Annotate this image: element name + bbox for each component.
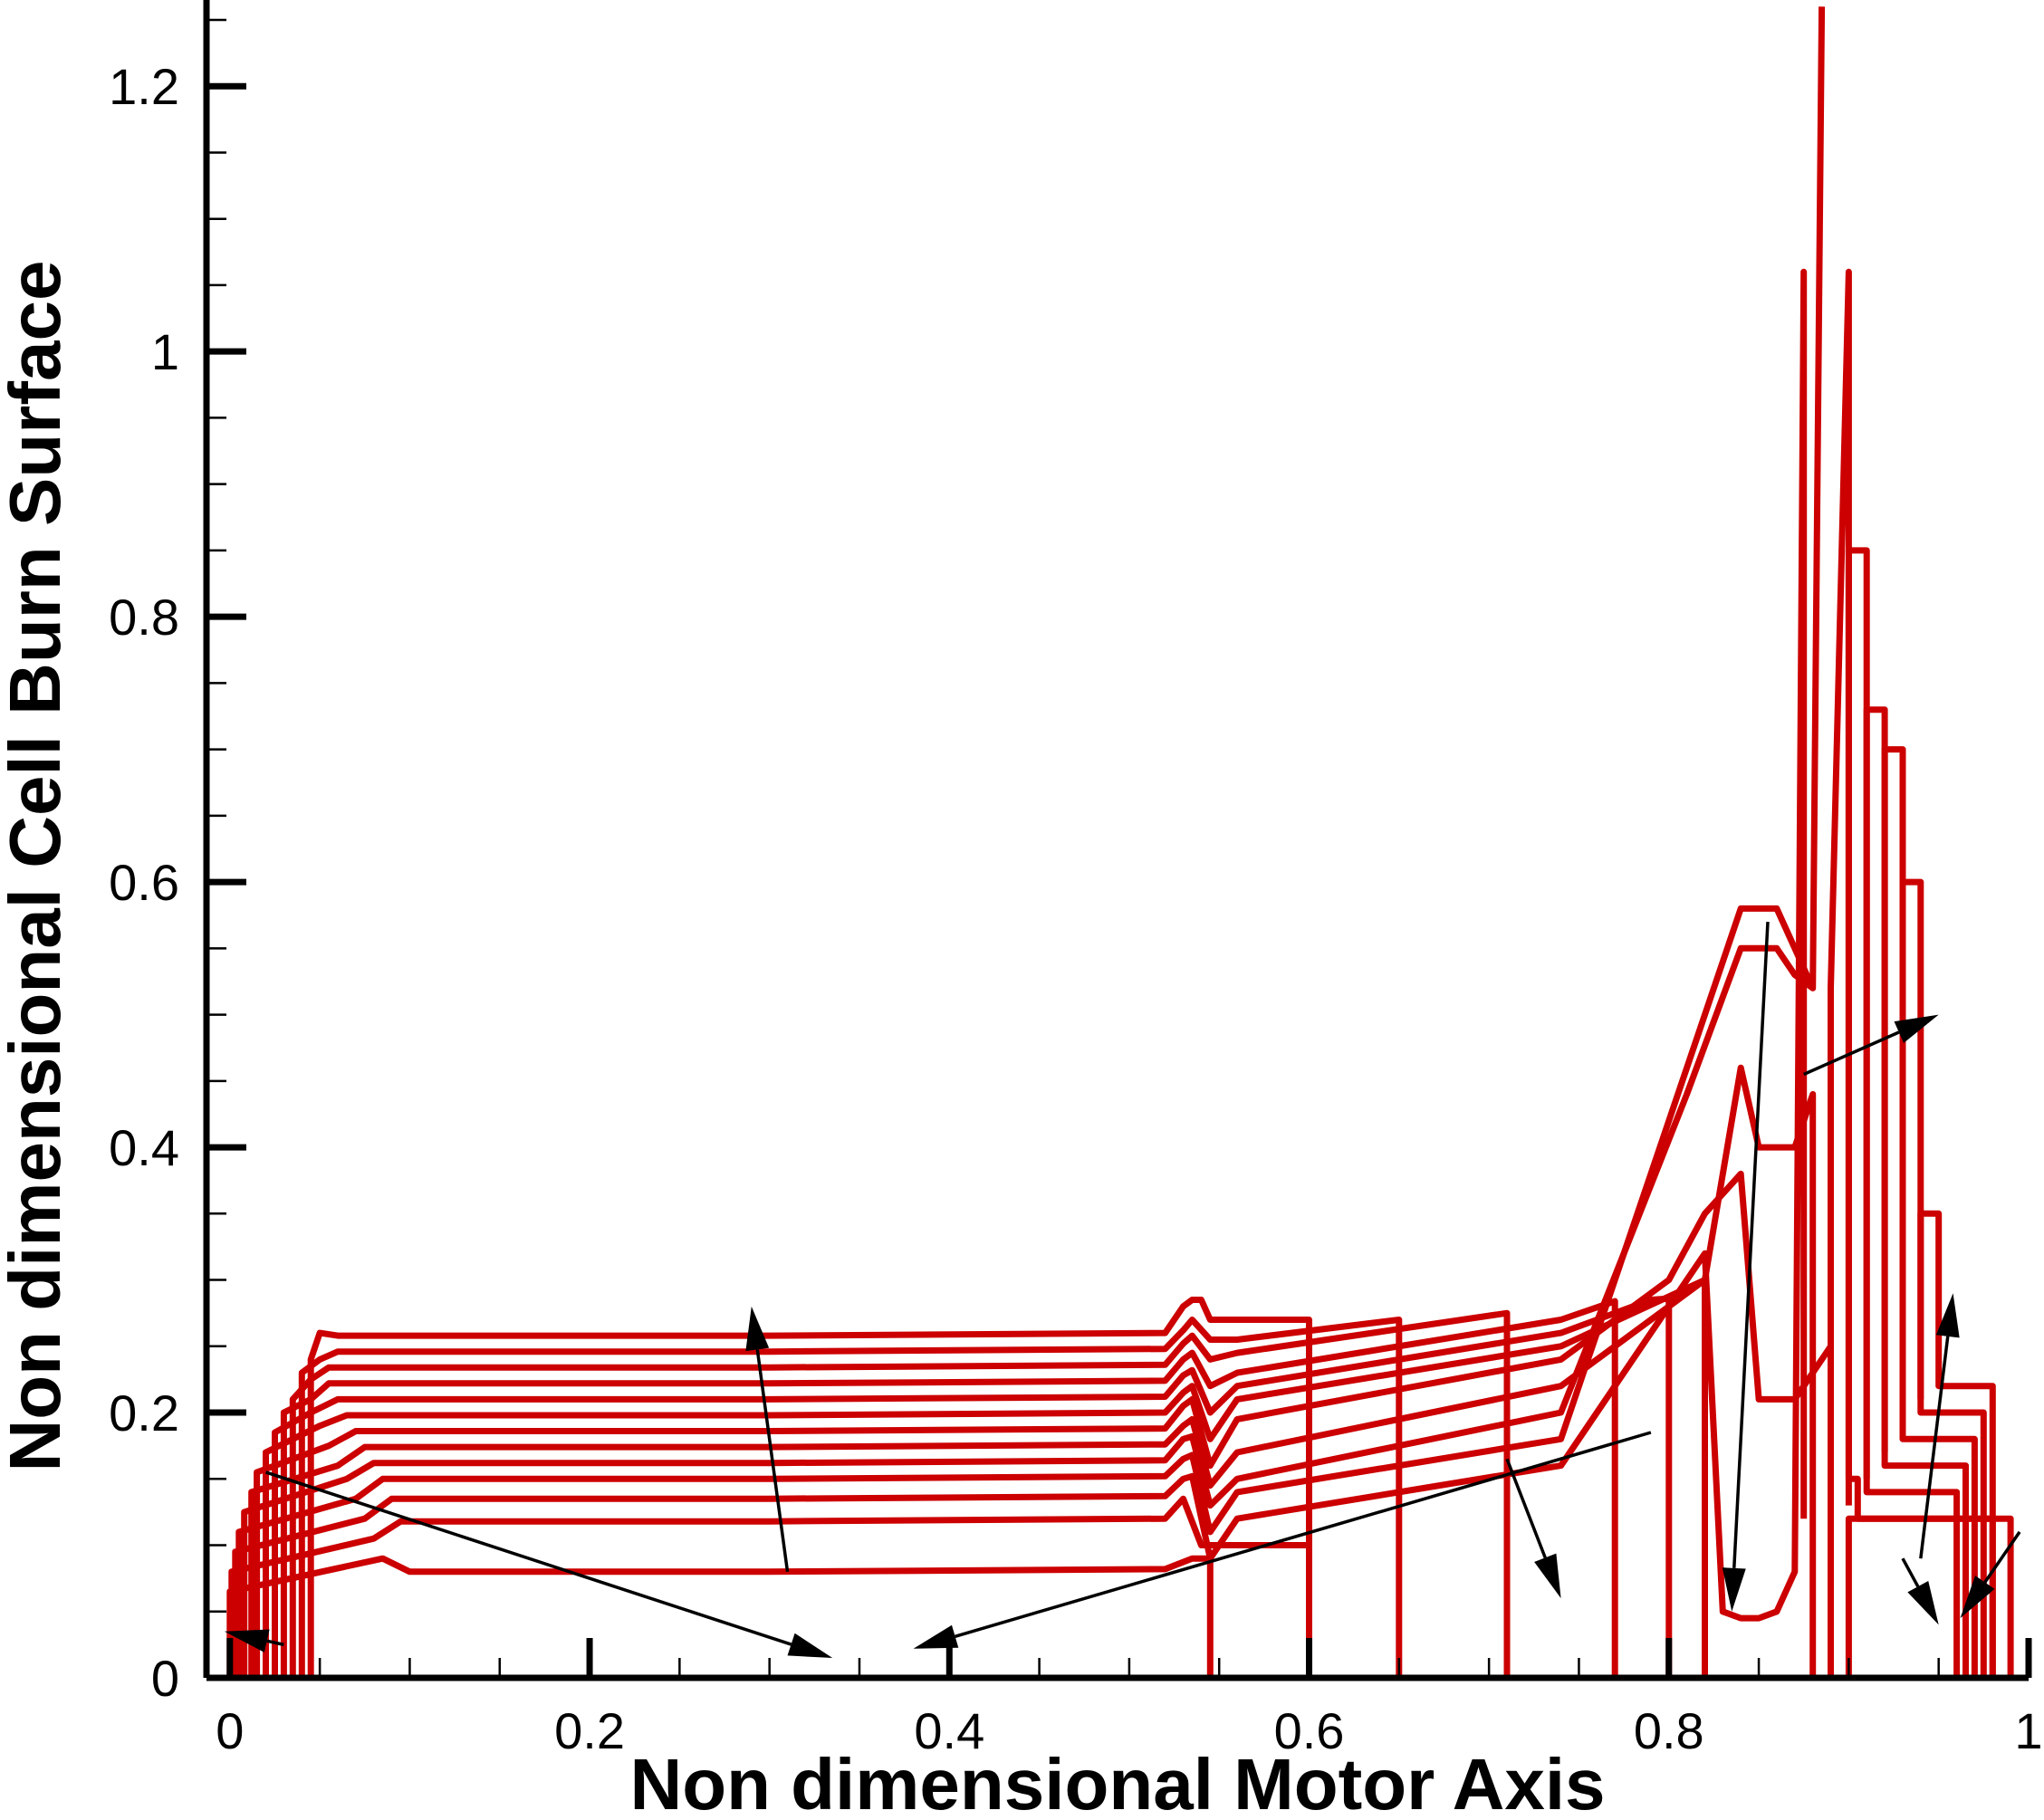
annotation-arrow-8	[1901, 1557, 1939, 1625]
series-layer	[226, 6, 2014, 1678]
series-line-11	[232, 268, 1808, 1678]
x-tick-label: 0.4	[914, 1702, 984, 1759]
annotation-arrow-1	[745, 1306, 790, 1573]
axes-layer	[203, 0, 2029, 1681]
arrow-layer	[224, 921, 2021, 1659]
series-line-7	[254, 1170, 1834, 1678]
series-line-10	[235, 6, 1826, 1678]
series-line-13	[226, 1555, 1214, 1678]
x-tick-label: 0	[216, 1702, 244, 1759]
y-tick-label: 1	[151, 323, 179, 380]
annotation-arrow-6	[1722, 921, 1770, 1612]
series-line-16	[1863, 706, 1969, 1678]
y-tick-label: 0.6	[109, 854, 179, 911]
series-line-6	[263, 1277, 1708, 1678]
x-axis-title: Non dimensional Motor Axis	[629, 1744, 1605, 1820]
series-line-20	[1845, 1515, 2014, 1678]
y-tick-label: 0	[151, 1650, 179, 1707]
annotation-arrow-10	[1960, 1530, 2021, 1619]
x-tick-label: 1	[2014, 1702, 2042, 1759]
x-tick-label: 0.6	[1274, 1702, 1345, 1759]
annotation-arrow-7	[1803, 1014, 1939, 1077]
annotation-arrow-2	[264, 1470, 833, 1659]
series-line-18	[1899, 878, 1987, 1678]
y-tick-label: 0.4	[109, 1119, 179, 1176]
y-tick-label: 0.2	[109, 1384, 179, 1442]
tick-layer: 0 0.2 0.4 0.6 0.8 1 0 0.2 0.4 0.6 0.8 1 1.2	[109, 18, 2043, 1759]
x-tick-label: 0.8	[1634, 1702, 1704, 1759]
annotation-arrow-5	[1505, 1458, 1561, 1599]
annotation-arrow-4	[224, 1629, 284, 1652]
series-line-4	[280, 1298, 1618, 1678]
x-tick-label: 0.2	[554, 1702, 625, 1759]
series-line-8	[248, 1064, 1817, 1678]
y-tick-label: 1.2	[109, 58, 179, 115]
series-line-9	[241, 944, 1815, 1678]
series-line-12	[228, 1495, 1312, 1678]
series-line-19	[1917, 1210, 1996, 1678]
series-line-3	[289, 1309, 1511, 1678]
series-line-1	[307, 1297, 1312, 1678]
annotation-arrow-9	[1919, 1293, 1960, 1559]
series-line-2	[298, 1317, 1403, 1678]
y-tick-label: 0.8	[109, 589, 179, 646]
y-axis-title: Non dimensional Cell Burn Surface	[0, 260, 75, 1471]
series-line-5	[272, 1295, 1673, 1678]
